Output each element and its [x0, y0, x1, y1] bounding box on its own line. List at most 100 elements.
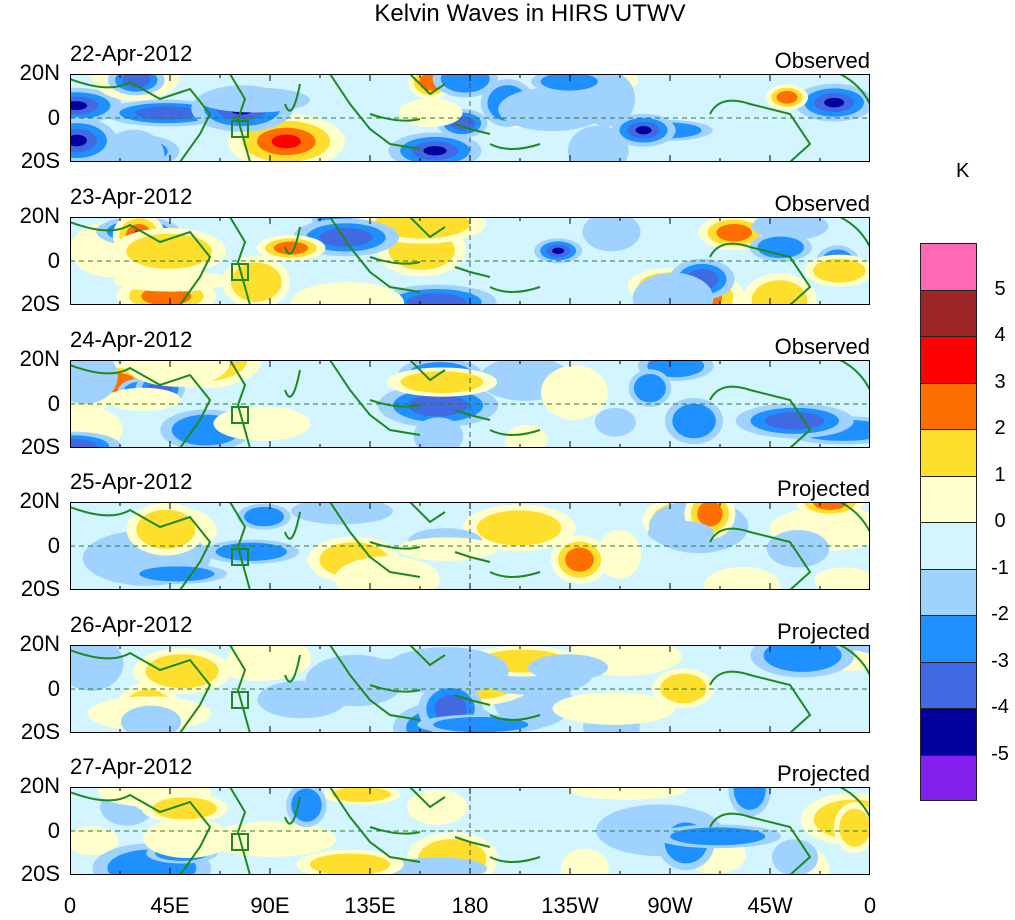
anomaly-contour — [423, 146, 447, 156]
index-box — [231, 120, 249, 138]
map-panel — [70, 217, 870, 305]
anomaly-contour — [70, 101, 88, 111]
anomaly-contour — [633, 373, 666, 403]
colorbar-label: 4 — [994, 324, 1006, 346]
colorbar-label: -1 — [991, 556, 1009, 579]
anomaly-contour — [398, 98, 463, 127]
colorbar-label: -4 — [991, 696, 1009, 718]
anomaly-contour — [291, 788, 322, 822]
lon-label: 0 — [63, 893, 77, 918]
anomaly-contour — [70, 360, 118, 405]
anomaly-contour — [145, 654, 219, 689]
lon-label: 135E — [344, 893, 396, 918]
colorbar-swatch — [920, 568, 977, 615]
colorbar-swatch — [920, 475, 977, 522]
anomaly-contour — [106, 387, 181, 411]
anomaly-contour — [383, 647, 509, 695]
anomaly-contour — [215, 542, 287, 561]
lat-label: 0 — [47, 676, 60, 701]
anomaly-contour — [139, 566, 215, 582]
anomaly-contour — [560, 848, 609, 875]
map-panel — [70, 787, 870, 875]
anomaly-contour — [670, 827, 766, 846]
anomaly-contour — [126, 233, 212, 269]
anomaly-contour — [771, 839, 819, 875]
anomaly-contour — [540, 74, 598, 91]
anomaly-contour — [198, 87, 310, 113]
panel-date: 23-Apr-2012 — [70, 184, 193, 209]
anomaly-contour — [406, 293, 467, 305]
lon-label: 90E — [250, 893, 290, 918]
panel-status: Projected — [777, 476, 870, 501]
figure-title: Kelvin Waves in HIRS UTWV — [374, 0, 686, 27]
lat-label: 20S — [20, 576, 60, 601]
anomaly-contour — [540, 365, 608, 420]
anomaly-contour — [213, 406, 311, 441]
map-panel — [70, 74, 870, 162]
anomaly-contour — [135, 106, 199, 120]
anomaly-contour — [814, 567, 870, 590]
anomaly-contour — [582, 217, 641, 252]
lat-label: 20N — [19, 488, 60, 513]
map-panel — [70, 502, 870, 590]
anomaly-contour — [413, 417, 464, 448]
panel-status: Observed — [774, 48, 870, 73]
lat-label: 20N — [19, 203, 60, 228]
colorbar-label: -5 — [991, 742, 1009, 765]
anomaly-contour — [309, 853, 391, 875]
lon-label: 135W — [541, 893, 599, 918]
anomaly-contour — [498, 87, 607, 132]
anomaly-contour — [597, 530, 642, 579]
anomaly-contour — [527, 654, 608, 681]
anomaly-contour — [120, 705, 182, 733]
anomaly-contour — [290, 281, 405, 305]
anomaly-contour — [230, 262, 282, 302]
lat-label: 20N — [19, 773, 60, 798]
map-panel — [70, 645, 870, 733]
panel-status: Projected — [777, 761, 870, 786]
anomaly-contour — [408, 394, 469, 417]
lon-label: 180 — [451, 893, 489, 918]
colorbar-label: 5 — [994, 277, 1006, 300]
lat-label: 0 — [47, 391, 60, 416]
panel-date: 24-Apr-2012 — [70, 327, 193, 352]
anomaly-contour — [766, 530, 830, 568]
lon-label: 90W — [647, 893, 693, 918]
index-box — [231, 263, 249, 281]
colorbar-swatch — [920, 382, 977, 429]
colorbar-swatch — [920, 661, 977, 708]
anomaly-contour — [594, 407, 636, 437]
lat-label: 20S — [20, 291, 60, 316]
anomaly-contour — [763, 645, 842, 672]
lon-label: 45E — [150, 893, 190, 918]
index-box — [231, 548, 249, 566]
panel-status: Projected — [777, 619, 870, 644]
anomaly-contour — [70, 645, 124, 691]
anomaly-contour — [319, 227, 373, 247]
anomaly-contour — [332, 787, 391, 803]
anomaly-contour — [244, 506, 285, 527]
colorbar-swatch — [920, 615, 977, 662]
colorbar-label: -2 — [991, 603, 1009, 625]
lat-label: 20S — [20, 861, 60, 886]
lat-label: 20S — [20, 148, 60, 173]
anomaly-contour — [567, 787, 687, 800]
index-box — [231, 833, 249, 851]
anomaly-contour — [228, 645, 312, 680]
lat-label: 0 — [47, 248, 60, 273]
anomaly-contour — [143, 818, 232, 859]
lon-label: 45W — [747, 893, 793, 918]
colorbar-swatch — [920, 243, 977, 290]
anomaly-contour — [824, 97, 845, 108]
panel-date: 26-Apr-2012 — [70, 612, 193, 637]
anomaly-contour — [704, 566, 781, 590]
colorbar-unit: K — [956, 160, 970, 182]
lon-label: 0 — [863, 893, 877, 918]
anomaly-contour — [647, 520, 715, 546]
anomaly-contour — [672, 403, 716, 439]
anomaly-contour — [635, 126, 652, 135]
anomaly-contour — [733, 787, 766, 810]
anomaly-contour — [440, 74, 490, 93]
lat-label: 20N — [19, 60, 60, 85]
